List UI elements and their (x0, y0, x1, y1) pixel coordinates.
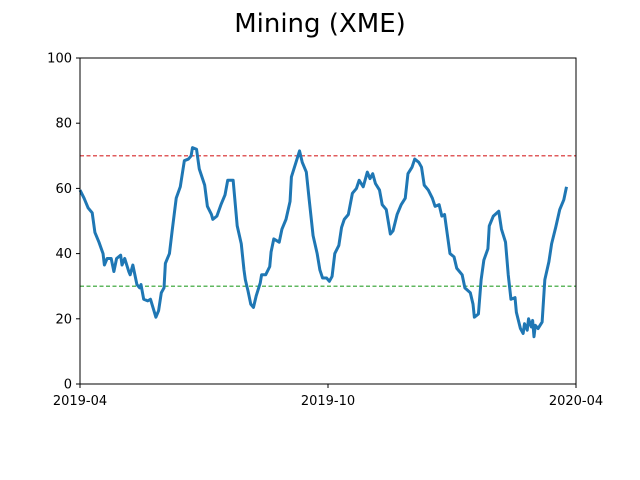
y-tick-label: 100 (47, 52, 72, 67)
y-tick-label: 20 (55, 312, 72, 327)
plot-area: 0 20 40 60 80 100 2019-04 2019-10 2020-04 (47, 52, 603, 410)
chart-title: Mining (XME) (234, 9, 406, 39)
x-tick-label: 2019-04 (53, 394, 107, 409)
series-line-0 (78, 146, 568, 339)
y-tick-label: 0 (64, 378, 72, 393)
y-tick-label: 80 (55, 117, 72, 132)
y-tick-label: 60 (55, 182, 72, 197)
x-tick-label: 2019-10 (301, 394, 355, 409)
x-tick-label: 2020-04 (549, 394, 603, 409)
y-tick-label: 40 (55, 247, 72, 262)
